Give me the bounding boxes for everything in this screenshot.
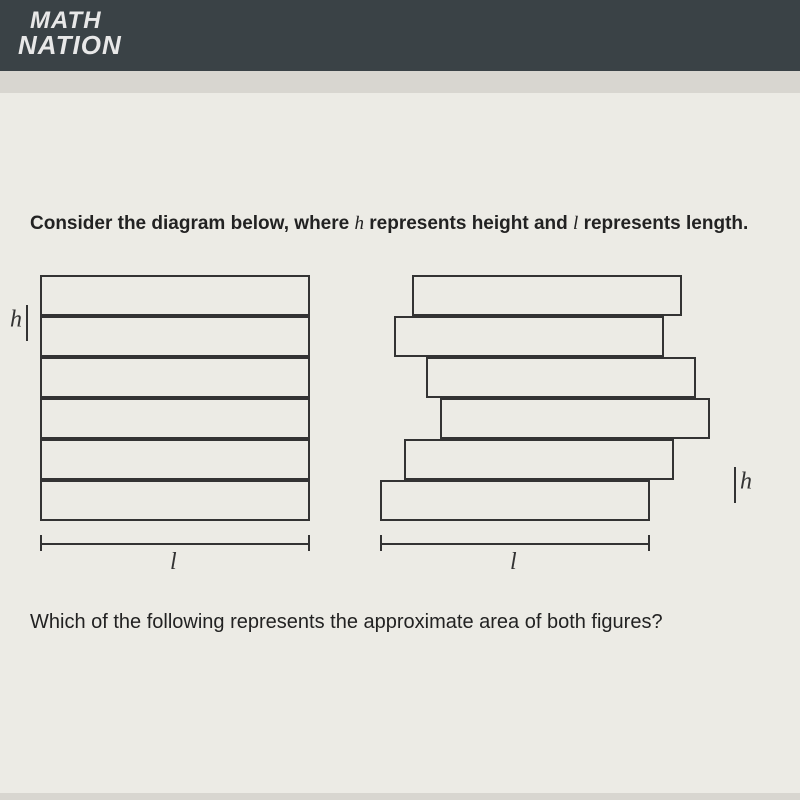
question-prefix: Consider the diagram below, where bbox=[30, 213, 354, 234]
question-mid: represents height and bbox=[364, 213, 573, 234]
slab bbox=[40, 275, 310, 316]
slab bbox=[412, 275, 682, 316]
slab bbox=[40, 480, 310, 521]
right-stack bbox=[380, 275, 720, 523]
left-tick-end bbox=[308, 535, 310, 551]
slab bbox=[40, 439, 310, 480]
slab bbox=[440, 398, 710, 439]
left-ruler-line bbox=[40, 543, 310, 545]
slab bbox=[40, 316, 310, 357]
left-stack bbox=[40, 275, 320, 523]
app-header: MATH NATION bbox=[0, 0, 800, 71]
left-ruler: l bbox=[40, 535, 320, 571]
question-text: Consider the diagram below, where h repr… bbox=[30, 213, 770, 235]
slab bbox=[394, 316, 664, 357]
question-suffix: represents length. bbox=[578, 213, 748, 234]
question-content: Consider the diagram below, where h repr… bbox=[0, 93, 800, 793]
right-ruler-line bbox=[380, 543, 650, 545]
right-tick-end bbox=[648, 535, 650, 551]
figure-right: h l bbox=[380, 275, 720, 571]
left-h-bar bbox=[26, 305, 28, 341]
brand-line1: MATH bbox=[30, 10, 782, 33]
right-h-bar bbox=[734, 467, 736, 503]
brand-line2: NATION bbox=[18, 33, 782, 58]
right-l-label: l bbox=[510, 549, 517, 576]
slab bbox=[40, 357, 310, 398]
right-h-label: h bbox=[734, 465, 752, 501]
slab bbox=[380, 480, 650, 521]
figure-left: h l bbox=[40, 275, 320, 571]
var-h: h bbox=[354, 213, 364, 234]
figures-row: h l h l bbox=[40, 275, 770, 571]
slab bbox=[404, 439, 674, 480]
right-ruler: l bbox=[380, 535, 720, 571]
left-l-label: l bbox=[170, 549, 177, 576]
slab bbox=[40, 398, 310, 439]
left-h-label: h bbox=[10, 303, 28, 339]
followup-text: Which of the following represents the ap… bbox=[30, 611, 770, 634]
slab bbox=[426, 357, 696, 398]
